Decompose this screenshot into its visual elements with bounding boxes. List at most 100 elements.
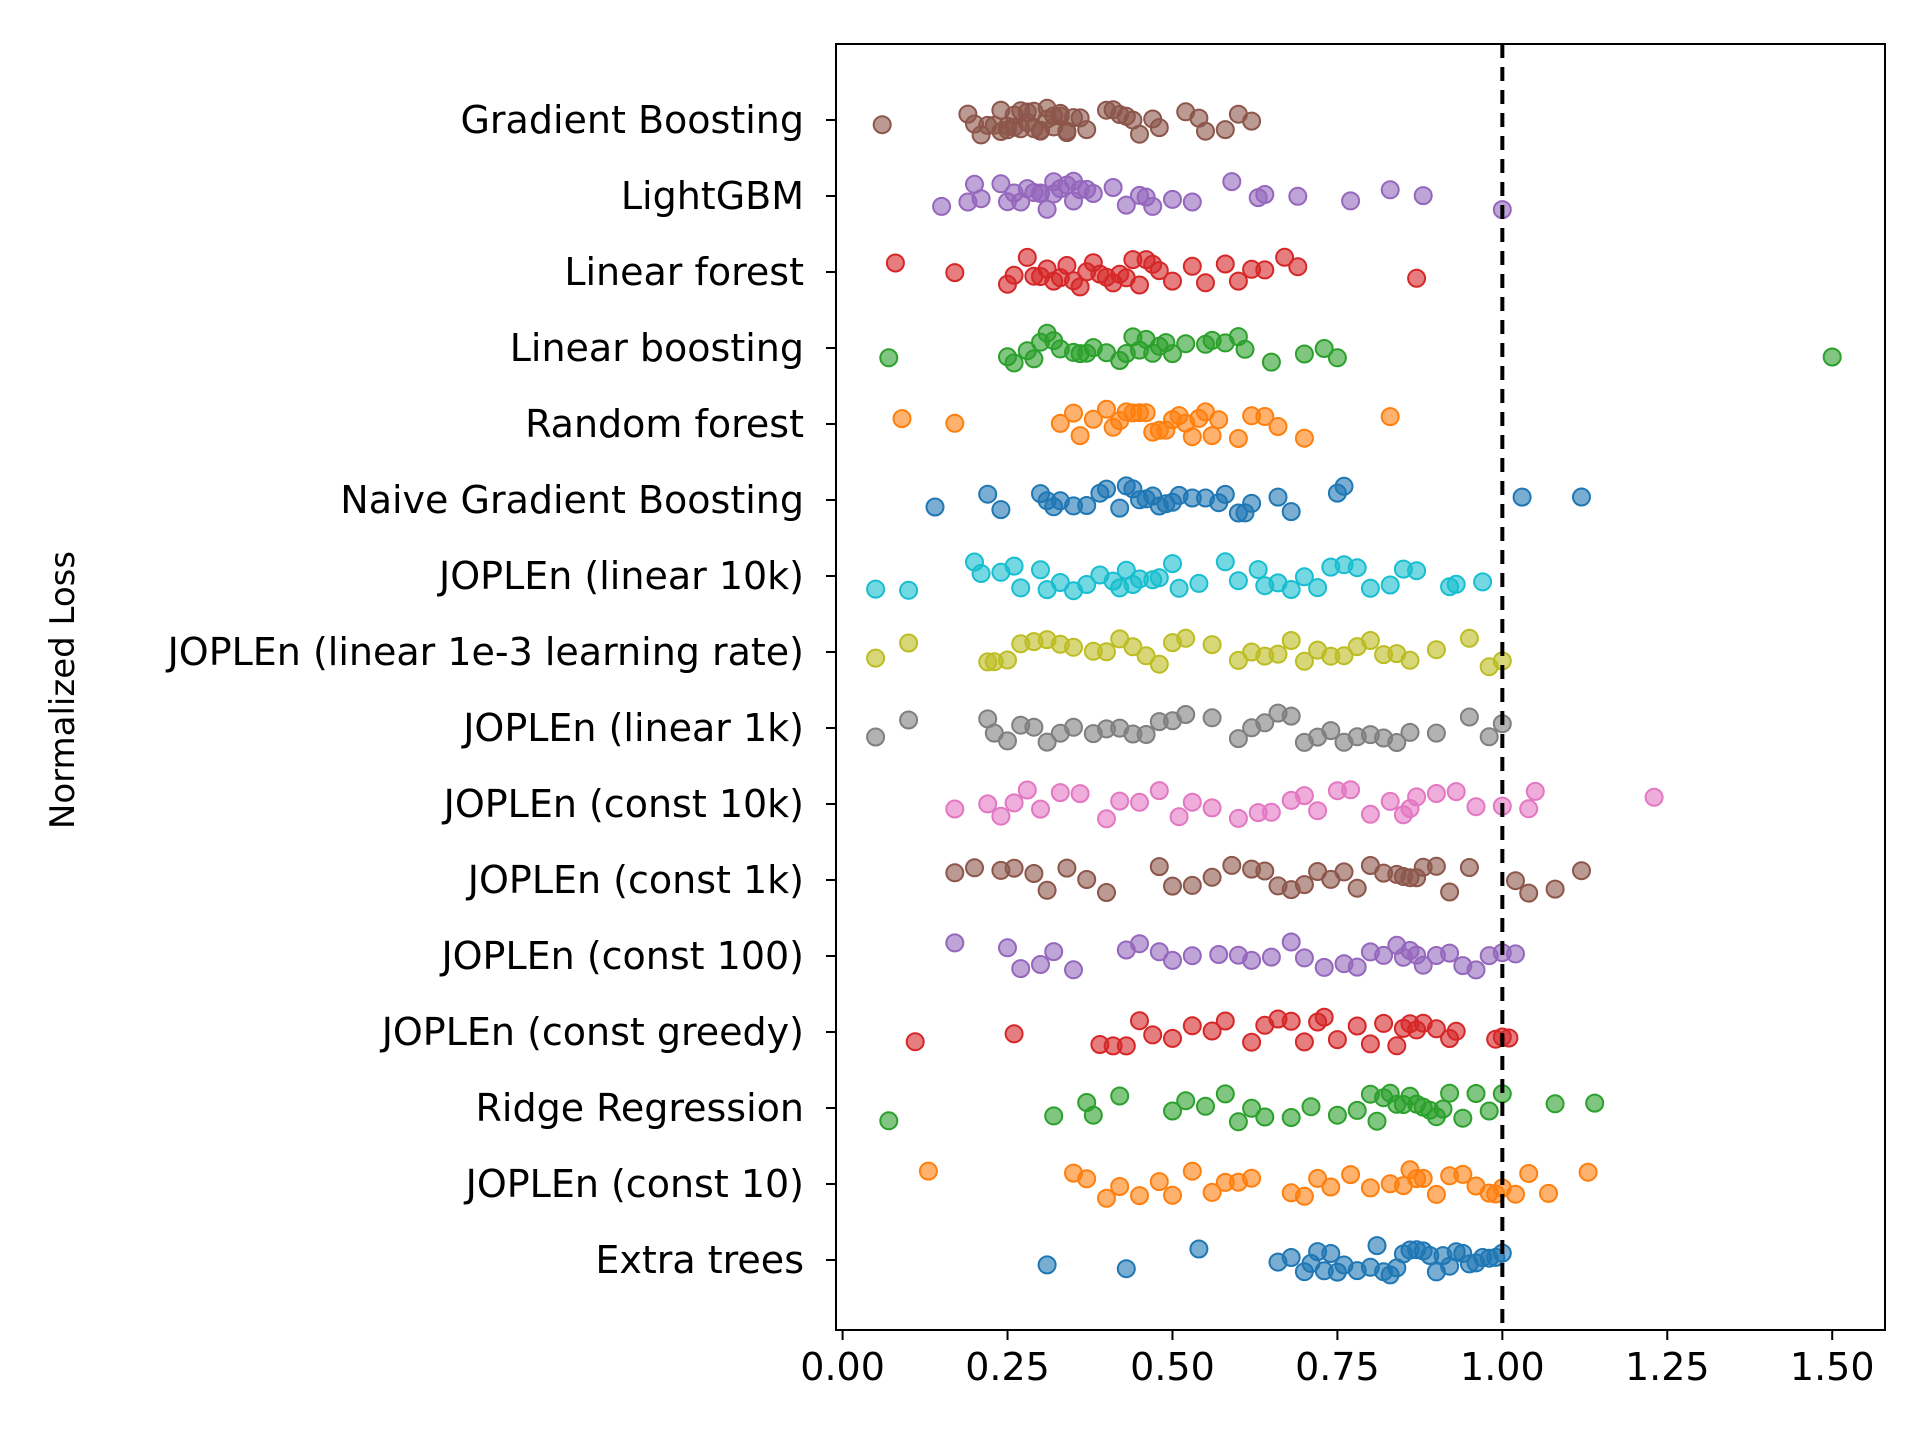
data-point — [1004, 556, 1024, 576]
data-point — [1275, 247, 1295, 267]
data-point — [991, 806, 1011, 826]
data-point — [1525, 781, 1545, 801]
data-point — [1261, 802, 1281, 822]
data-point — [1255, 1107, 1275, 1127]
data-point — [1308, 1168, 1328, 1188]
data-point — [1130, 934, 1149, 954]
data-point — [905, 1032, 925, 1052]
y-tick-label: JOPLEn (const 10) — [464, 1162, 804, 1206]
data-point — [998, 650, 1017, 670]
data-point — [1031, 955, 1050, 974]
data-point — [1050, 783, 1070, 803]
data-point — [1479, 1101, 1499, 1121]
data-point — [1163, 1185, 1182, 1205]
data-point — [1182, 427, 1202, 447]
data-point — [1163, 271, 1182, 291]
series-group — [885, 247, 1427, 297]
data-point — [1294, 344, 1314, 364]
data-point — [866, 727, 886, 747]
data-point — [1387, 733, 1407, 752]
data-point — [1426, 784, 1446, 803]
data-point — [1242, 111, 1262, 131]
x-tick-label: 0.00 — [800, 1345, 885, 1389]
data-point — [1360, 1034, 1380, 1054]
data-point — [1202, 1021, 1222, 1041]
data-point — [1446, 1021, 1466, 1041]
data-point — [1149, 568, 1169, 588]
series-group — [925, 476, 1591, 523]
series-group — [866, 552, 1493, 601]
x-tick-label: 0.50 — [1130, 1345, 1215, 1389]
data-point — [945, 413, 965, 433]
data-point — [1644, 787, 1664, 807]
x-tick-labels: 0.00 0.25 0.50 0.75 1.00 1.25 1.50 — [800, 1330, 1875, 1389]
y-tick-label: Gradient Boosting — [460, 98, 804, 142]
data-point — [1334, 646, 1354, 666]
data-point — [1202, 426, 1222, 446]
data-point — [1314, 1007, 1334, 1027]
data-point — [1347, 1100, 1367, 1120]
data-point — [1413, 186, 1433, 206]
data-point — [1268, 644, 1288, 664]
data-point — [1057, 858, 1077, 878]
series-group — [945, 780, 1664, 829]
data-point — [1407, 787, 1427, 807]
data-point — [1130, 275, 1149, 295]
data-point — [1374, 1013, 1394, 1033]
data-point — [1360, 631, 1380, 650]
data-point — [1314, 339, 1334, 358]
data-point — [1196, 1096, 1215, 1116]
points-layer — [866, 98, 1842, 1285]
data-point — [1202, 708, 1222, 728]
data-point — [1097, 1188, 1116, 1208]
data-point — [1347, 558, 1367, 578]
data-point — [1545, 1094, 1565, 1114]
data-point — [1426, 640, 1446, 660]
data-point — [1228, 1112, 1248, 1132]
data-point — [1163, 876, 1182, 896]
data-point — [1440, 943, 1460, 963]
data-point — [1064, 717, 1083, 737]
data-point — [1017, 780, 1037, 800]
data-point — [1031, 560, 1050, 580]
data-point — [1519, 883, 1539, 903]
data-point — [1149, 857, 1169, 877]
y-tick-label: LightGBM — [621, 174, 804, 218]
data-point — [1327, 1030, 1347, 1050]
data-point — [1360, 804, 1380, 824]
data-point — [1281, 580, 1301, 599]
x-tick-label: 1.50 — [1790, 1345, 1875, 1389]
y-tick-label: JOPLEn (linear 10k) — [437, 554, 804, 598]
data-point — [1116, 1259, 1136, 1279]
data-point — [1182, 792, 1202, 812]
data-point — [978, 794, 998, 814]
data-point — [1400, 650, 1420, 670]
data-point — [1433, 1099, 1453, 1119]
data-point — [1031, 799, 1050, 819]
data-point — [1110, 498, 1130, 518]
data-point — [1327, 1105, 1347, 1125]
data-point — [945, 799, 965, 819]
data-point — [1011, 959, 1031, 979]
data-point — [1149, 118, 1169, 138]
data-point — [1163, 344, 1182, 364]
data-point — [1400, 722, 1420, 742]
data-point — [1222, 172, 1242, 192]
data-point — [872, 115, 892, 135]
data-point — [1321, 1244, 1341, 1263]
data-point — [1347, 1016, 1367, 1036]
data-point — [1545, 879, 1565, 899]
data-point — [1407, 561, 1427, 581]
data-point — [1070, 426, 1090, 446]
y-tick-label: Naive Gradient Boosting — [340, 478, 804, 522]
data-point — [1024, 864, 1044, 883]
data-point — [1242, 1032, 1262, 1052]
data-point — [1321, 721, 1341, 741]
data-point — [1506, 1184, 1525, 1204]
data-point — [991, 500, 1011, 520]
data-point — [1261, 352, 1281, 372]
data-point — [1024, 717, 1044, 737]
data-point — [1453, 1164, 1473, 1184]
x-tick-label: 1.00 — [1460, 1345, 1545, 1389]
